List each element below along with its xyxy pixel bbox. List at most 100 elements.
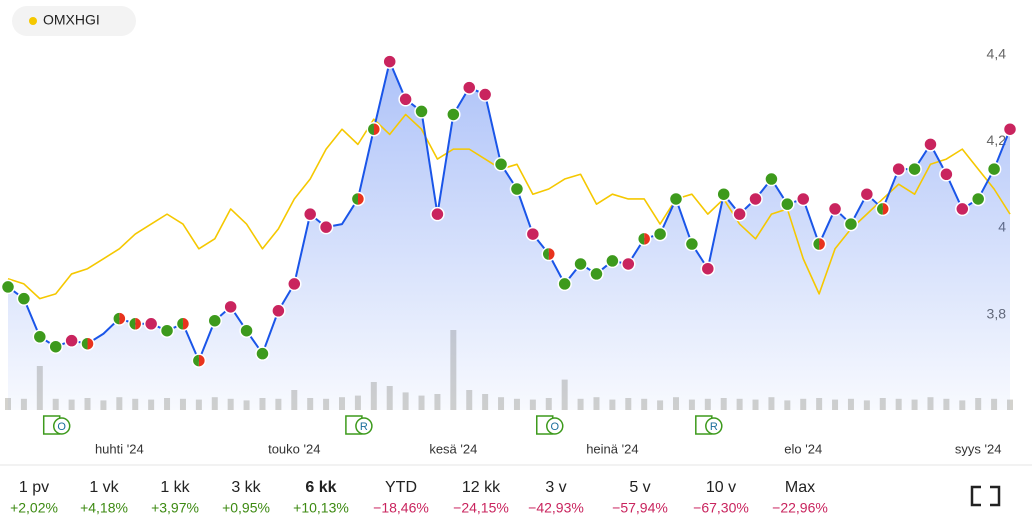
line (7, 113, 1011, 300)
signal-dot (366, 121, 382, 137)
signal-dot (891, 161, 906, 177)
signal-dot (525, 226, 541, 242)
dot-ring (636, 231, 652, 247)
dot-ring (191, 353, 207, 368)
period-label: Max (785, 479, 815, 496)
period-button[interactable]: 6 kk +10,13% (293, 479, 349, 515)
signal-dot (48, 339, 63, 354)
signal-dot (461, 80, 477, 95)
signal-dot (382, 54, 397, 69)
period-change: +3,97% (151, 500, 199, 516)
fullscreen-icon[interactable] (970, 485, 1001, 507)
period-label: 10 v (706, 479, 736, 496)
signal-dot (605, 253, 620, 269)
period-label: 3 v (545, 479, 566, 496)
x-tick-label: elo '24 (784, 441, 822, 456)
signal-dot (764, 171, 779, 187)
event-icon[interactable]: R (345, 415, 373, 435)
legend-chip[interactable] (12, 6, 136, 36)
period-label: 5 v (629, 479, 650, 496)
period-label: 6 kk (305, 479, 336, 496)
y-tick-label: 4,2 (987, 132, 1007, 148)
period-button[interactable]: Max −22,96% (772, 479, 828, 515)
x-tick-label: touko '24 (268, 441, 320, 456)
signal-dot (780, 196, 795, 212)
event-label: R (360, 421, 368, 433)
signal-dot (684, 236, 700, 252)
signal-dot (875, 201, 891, 217)
event-label: O (550, 421, 559, 433)
signal-dot (732, 206, 747, 222)
period-button[interactable]: 3 v −42,93% (528, 479, 584, 515)
dot-ring (350, 191, 366, 207)
signal-dot (970, 191, 986, 207)
signal-dot (175, 316, 191, 332)
signal-dot (939, 167, 954, 182)
period-change: −24,15% (453, 500, 509, 516)
signal-dot (16, 291, 32, 306)
signal-dot (636, 231, 652, 247)
signal-dot (700, 261, 716, 276)
legend-label: OMXHGI (43, 12, 100, 28)
event-icon[interactable]: O (536, 415, 564, 435)
period-button[interactable]: 1 pv +2,02% (10, 479, 58, 515)
signal-dot (398, 92, 413, 107)
signal-dot (859, 186, 875, 202)
signal-dot (287, 276, 302, 292)
signal-dot (589, 266, 604, 282)
dot-ring (811, 236, 827, 252)
area (8, 61, 1010, 410)
event-icon[interactable]: O (42, 415, 71, 435)
dot-ring (875, 201, 891, 217)
signal-dot (748, 191, 763, 207)
signal-dot (827, 201, 843, 217)
signal-dot (986, 161, 1002, 177)
legend-dot (29, 17, 37, 25)
period-change: +10,13% (293, 500, 349, 516)
period-change: −18,46% (373, 500, 429, 516)
event-badge (546, 417, 564, 435)
signal-dot (477, 87, 493, 102)
dot-ring (127, 316, 143, 332)
signal-dot (573, 256, 588, 272)
event-icon[interactable]: R (695, 415, 723, 435)
signal-dot (811, 236, 827, 252)
period-label: 1 vk (89, 479, 119, 496)
period-button[interactable]: 1 kk +3,97% (151, 479, 199, 515)
period-label: 3 kk (231, 479, 261, 496)
signal-dot (557, 276, 572, 292)
period-button[interactable]: 1 vk +4,18% (80, 479, 128, 515)
signal-dot (255, 346, 270, 361)
period-button[interactable]: 12 kk −24,15% (453, 479, 509, 515)
x-tick-label: huhti '24 (95, 441, 144, 456)
signal-dot (143, 316, 159, 332)
event-label: R (710, 421, 718, 433)
signal-dot (207, 313, 223, 328)
signal-dot (271, 303, 286, 319)
signal-dot (414, 104, 429, 119)
period-button[interactable]: 10 v −67,30% (693, 479, 749, 515)
signal-dot (795, 191, 811, 207)
event-badge (52, 417, 71, 435)
dot-ring (541, 246, 557, 262)
period-change: −22,96% (772, 500, 828, 516)
signal-dot (302, 206, 318, 222)
period-button[interactable]: 5 v −57,94% (612, 479, 668, 515)
signal-dot (843, 216, 859, 232)
signal-dot (509, 181, 525, 197)
period-label: 1 pv (19, 479, 49, 496)
signal-dot (80, 336, 95, 351)
signal-dot (652, 226, 668, 242)
signal-dot (159, 323, 175, 338)
signal-dot (923, 137, 938, 152)
signal-dot (191, 353, 207, 368)
signal-dot (668, 191, 684, 207)
x-tick-label: heinä '24 (586, 441, 638, 456)
period-change: +2,02% (10, 500, 58, 516)
x-tick-label: syys '24 (955, 441, 1002, 456)
period-button[interactable]: 3 kk +0,95% (222, 479, 270, 515)
signal-dot (239, 323, 254, 338)
period-button[interactable]: YTD −18,46% (373, 479, 429, 515)
period-change: −67,30% (693, 500, 749, 516)
